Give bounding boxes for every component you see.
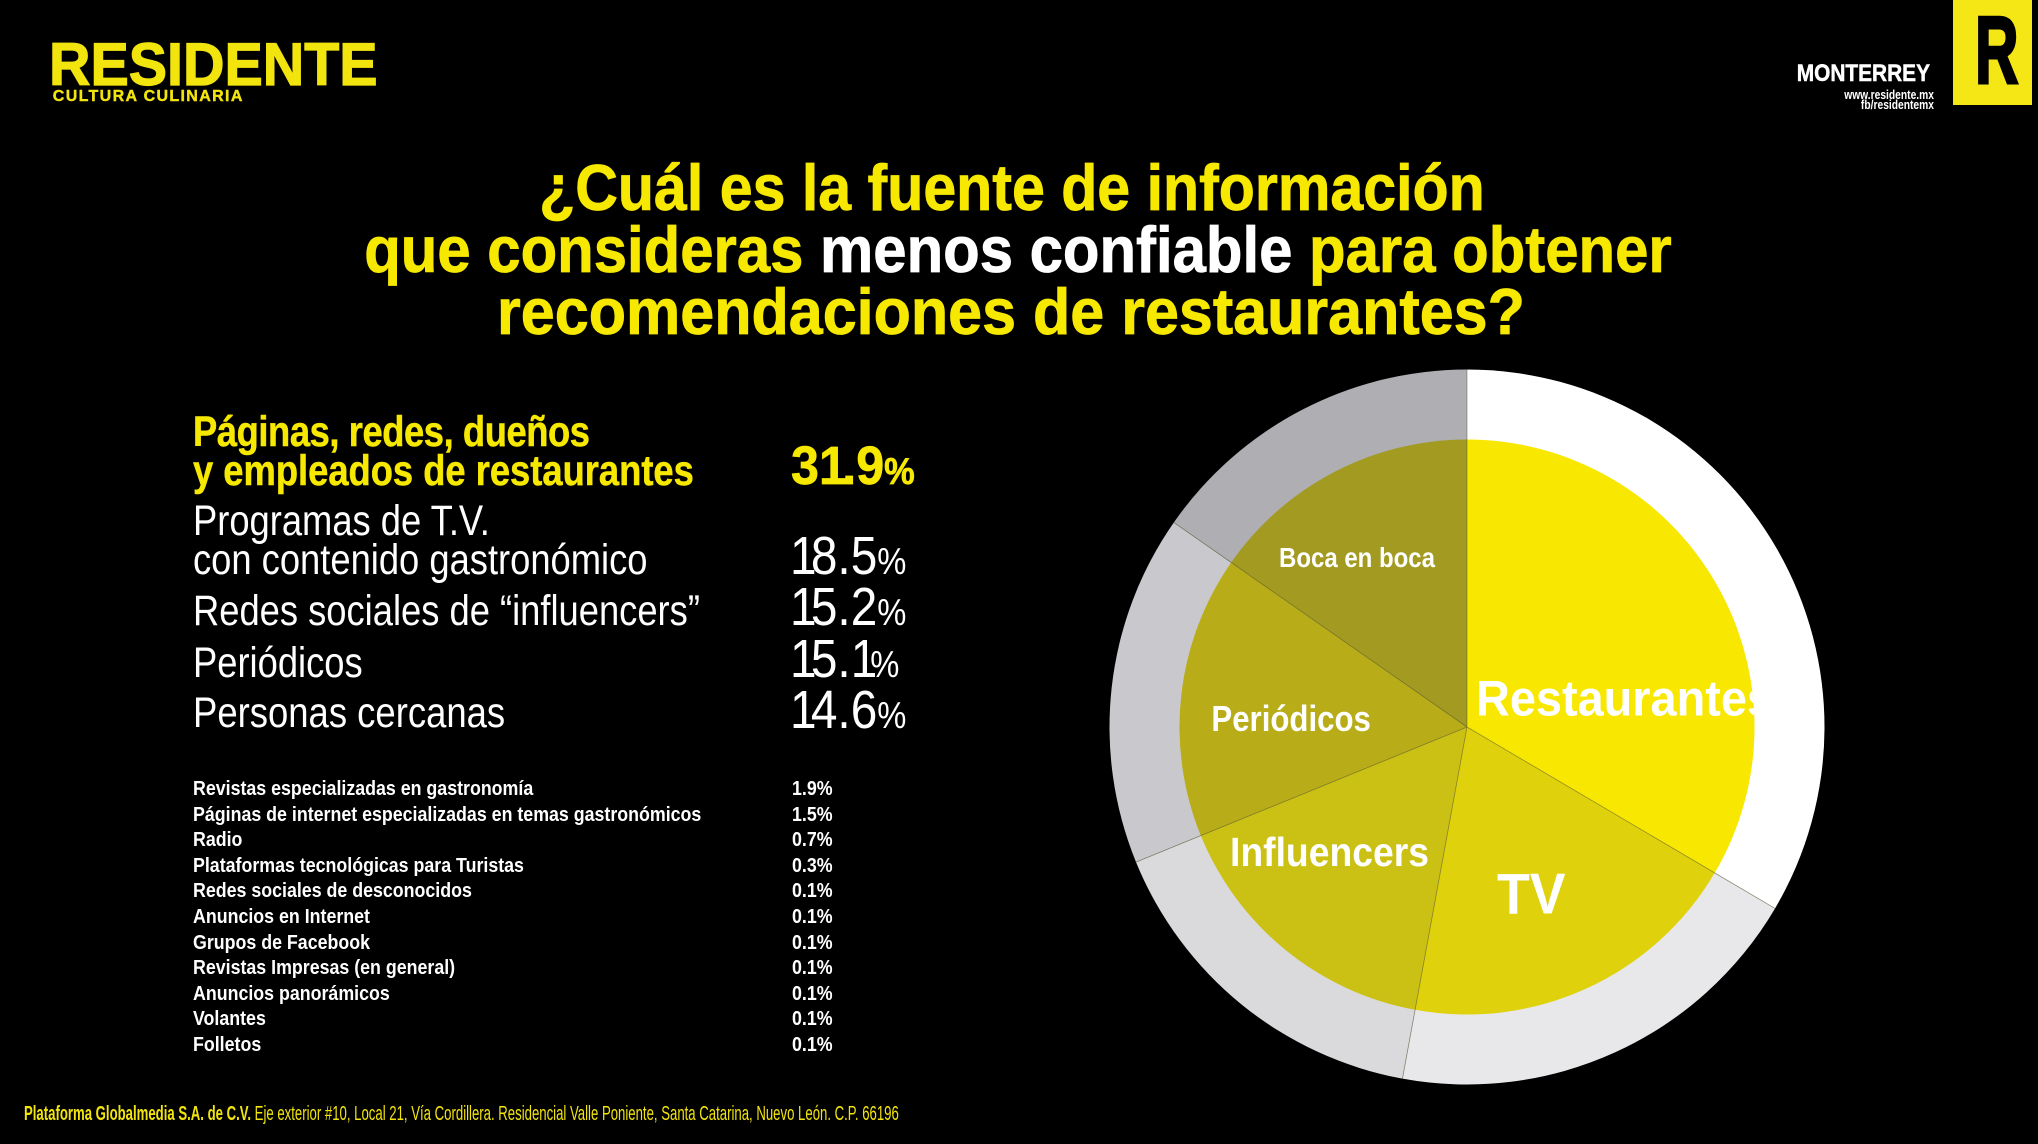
svg-text:Periódicos: Periódicos — [1211, 699, 1371, 739]
svg-text:Influencers: Influencers — [1230, 829, 1429, 875]
svg-text:TV: TV — [1497, 863, 1566, 927]
svg-text:Restaurantes: Restaurantes — [1476, 670, 1773, 727]
svg-text:Boca en boca: Boca en boca — [1279, 542, 1436, 573]
